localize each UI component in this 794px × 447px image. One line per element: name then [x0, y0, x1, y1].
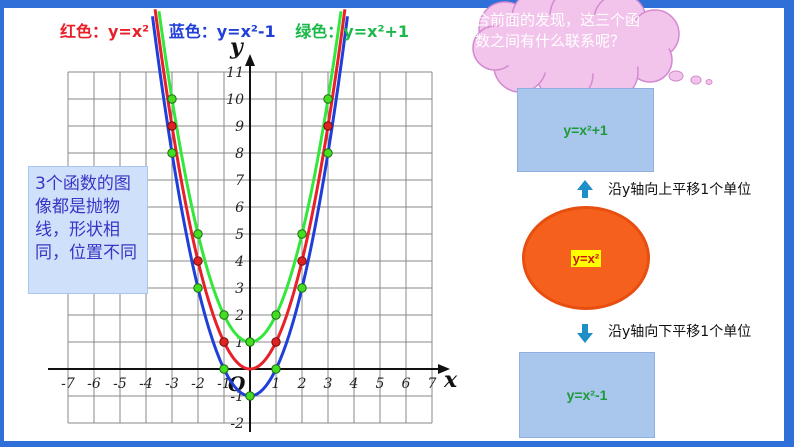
y-tick-label: 8 [235, 146, 244, 162]
x-tick-label: -3 [165, 376, 179, 392]
green-marker [297, 283, 307, 293]
origin-label: O [228, 372, 246, 396]
x-tick-label: -7 [61, 376, 75, 392]
cloud-dot [668, 70, 684, 82]
frame-left [0, 0, 4, 447]
green-marker [167, 94, 177, 104]
green-marker [167, 148, 177, 158]
y-tick-label: 11 [226, 65, 244, 81]
green-marker [219, 364, 229, 374]
x-tick-label: -5 [113, 376, 127, 392]
x-tick-label: -2 [191, 376, 205, 392]
frame-right [784, 0, 794, 447]
green-marker [271, 364, 281, 374]
box-up-label: y=x²+1 [563, 122, 608, 138]
x-tick-label: -6 [87, 376, 101, 392]
red-marker [271, 337, 281, 347]
y-tick-label: 7 [235, 173, 244, 189]
x-tick-label: 1 [272, 376, 281, 392]
cloud-dot [690, 75, 702, 85]
arrow-up-label: 沿y轴向上平移1个单位 [608, 182, 752, 198]
x-tick-label: 2 [297, 376, 307, 392]
legend-green: 绿色：y=x²+1 [295, 22, 409, 41]
arrow-down-icon [577, 324, 593, 343]
box-down: y=x²-1 [519, 352, 655, 438]
x-tick-label: 5 [376, 376, 385, 392]
box-down-label: y=x²-1 [566, 387, 608, 403]
y-tick-label: 2 [234, 308, 244, 324]
green-marker [193, 229, 203, 239]
y-tick-label: 10 [226, 92, 244, 108]
cloud-text: 结合前面的发现，这三个函数之间有什么联系呢？ [460, 11, 641, 50]
green-marker [219, 310, 229, 320]
x-tick-label: 7 [428, 376, 437, 392]
center-label: y=x² [570, 249, 602, 267]
box-up: y=x²+1 [517, 88, 654, 172]
y-tick-label: 1 [235, 335, 244, 351]
x-axis-label: x [443, 367, 458, 393]
y-tick-label: 3 [235, 281, 244, 297]
y-tick-label: 6 [235, 200, 244, 216]
cloud-fill [480, 14, 670, 74]
green-marker [245, 391, 255, 401]
x-tick-label: -4 [139, 376, 153, 392]
frame-top [0, 0, 794, 8]
x-tick-label: 3 [324, 376, 333, 392]
y-tick-label: 5 [235, 227, 244, 243]
x-tick-label: 4 [349, 376, 359, 392]
frame-bottom [0, 441, 794, 447]
red-marker [323, 121, 333, 131]
y-axis-label: y [229, 34, 245, 60]
legend-blue: 蓝色：y=x²-1 [168, 22, 276, 41]
red-marker [167, 121, 177, 131]
arrow-down-label: 沿y轴向下平移1个单位 [608, 324, 752, 340]
x-axis-arrow [438, 364, 450, 374]
legend-red: 红色：y=x² [60, 22, 150, 41]
arrow-up-icon [577, 180, 593, 198]
center-ellipse: y=x² [522, 206, 650, 310]
cloud-dot [705, 79, 713, 85]
red-marker [219, 337, 229, 347]
green-marker [193, 283, 203, 293]
y-tick-label: 9 [235, 119, 244, 135]
y-tick-label: -2 [230, 416, 244, 432]
green-marker [297, 229, 307, 239]
red-parabola [153, 9, 347, 371]
x-tick-label: -1 [217, 376, 231, 392]
green-marker [323, 94, 333, 104]
y-tick-label: 4 [234, 254, 244, 270]
red-marker [193, 256, 203, 266]
x-tick-label: 6 [402, 376, 411, 392]
green-marker [271, 310, 281, 320]
green-marker [323, 148, 333, 158]
legend: 红色：y=x² 蓝色：y=x²-1 绿色：y=x²+1 [60, 18, 423, 42]
y-axis-arrow [245, 54, 255, 66]
red-marker [297, 256, 307, 266]
green-marker [245, 337, 255, 347]
note-box: 3个函数的图像都是抛物线，形状相同，位置不同 [28, 166, 148, 294]
